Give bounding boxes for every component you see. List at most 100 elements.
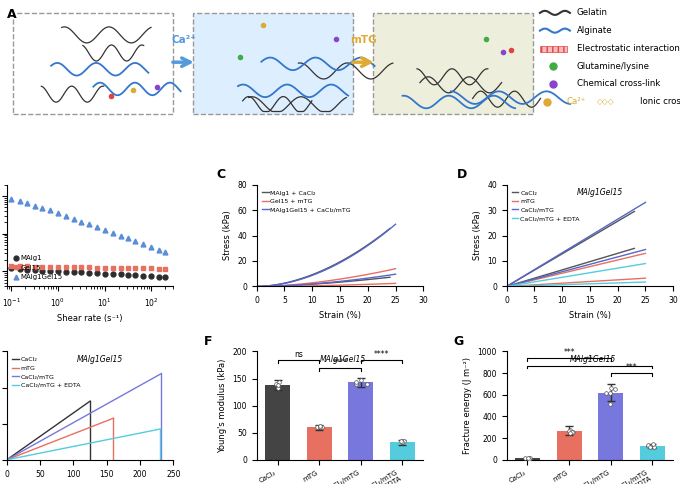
Bar xyxy=(390,442,415,460)
MAlg1Gel15 xyxy=(131,238,139,244)
MAlg1Gel15 xyxy=(85,221,93,227)
MAlg1 xyxy=(16,266,24,272)
Gel15 xyxy=(147,266,155,272)
X-axis label: Strain (%): Strain (%) xyxy=(319,311,361,320)
Text: D: D xyxy=(457,168,467,182)
Gel15 xyxy=(92,265,101,271)
Point xyxy=(361,380,372,388)
Point xyxy=(523,454,534,462)
Bar xyxy=(348,382,373,460)
MAlg1 xyxy=(116,272,124,277)
Point xyxy=(564,426,575,434)
Point xyxy=(600,390,611,397)
MAlg1Gel15 xyxy=(46,207,54,213)
Point xyxy=(605,389,616,397)
Text: ****: **** xyxy=(333,358,347,367)
FancyBboxPatch shape xyxy=(14,13,173,114)
MAlg1Gel15 xyxy=(161,249,169,255)
Point xyxy=(648,440,659,448)
Point xyxy=(396,437,407,445)
Text: A: A xyxy=(7,8,16,21)
Point xyxy=(356,376,367,384)
MAlg1 xyxy=(85,270,93,276)
Text: Ca²⁺: Ca²⁺ xyxy=(171,35,196,45)
MAlg1 xyxy=(139,272,148,278)
MAlg1Gel15 xyxy=(109,230,117,236)
Y-axis label: Young's modulus (kPa): Young's modulus (kPa) xyxy=(218,359,227,453)
Text: mTG: mTG xyxy=(350,35,377,45)
Legend: MAlg1 + CaCl₂, Gel15 + mTG, MAlg1Gel15 + CaCl₂/mTG: MAlg1 + CaCl₂, Gel15 + mTG, MAlg1Gel15 +… xyxy=(260,188,354,215)
X-axis label: Strain (%): Strain (%) xyxy=(569,311,611,320)
Point xyxy=(523,455,534,463)
Text: ***: *** xyxy=(563,348,575,357)
Point xyxy=(398,437,409,444)
MAlg1 xyxy=(38,268,46,273)
Gel15 xyxy=(16,263,24,269)
MAlg1Gel15 xyxy=(155,247,163,253)
Point xyxy=(315,422,326,430)
Point xyxy=(351,378,362,386)
FancyBboxPatch shape xyxy=(193,13,354,114)
MAlg1Gel15 xyxy=(116,233,124,239)
Point xyxy=(396,439,407,446)
Point xyxy=(273,384,284,392)
Text: G: G xyxy=(454,335,464,348)
Point xyxy=(609,385,620,393)
Gel15 xyxy=(85,264,93,270)
Point xyxy=(644,443,655,451)
Text: Electrostatic interaction: Electrostatic interaction xyxy=(577,44,679,53)
Point xyxy=(524,454,535,462)
Text: Alginate: Alginate xyxy=(577,26,612,35)
Gel15 xyxy=(155,266,163,272)
Y-axis label: Stress (kPa): Stress (kPa) xyxy=(473,211,481,260)
Y-axis label: Fracture energy (J m⁻²): Fracture energy (J m⁻²) xyxy=(463,357,472,454)
Text: Glutamine/lysine: Glutamine/lysine xyxy=(577,61,649,71)
MAlg1Gel15 xyxy=(124,236,132,242)
MAlg1Gel15 xyxy=(7,196,16,201)
Text: Chemical cross-link: Chemical cross-link xyxy=(577,79,660,89)
Gel15 xyxy=(62,264,70,270)
Text: ****: **** xyxy=(374,350,390,359)
Point xyxy=(643,441,654,449)
Gel15 xyxy=(116,265,124,271)
MAlg1 xyxy=(161,274,169,280)
Bar xyxy=(307,427,332,460)
Gel15 xyxy=(31,264,39,270)
MAlg1Gel15 xyxy=(23,200,31,206)
Bar xyxy=(640,446,665,460)
MAlg1Gel15 xyxy=(16,198,24,204)
MAlg1Gel15 xyxy=(92,224,101,230)
MAlg1Gel15 xyxy=(147,244,155,250)
Point xyxy=(564,427,575,435)
Gel15 xyxy=(70,264,78,270)
Point xyxy=(270,379,281,387)
Line: MAlg1: MAlg1 xyxy=(9,266,168,280)
MAlg1 xyxy=(70,269,78,275)
MAlg1 xyxy=(147,273,155,279)
Gel15 xyxy=(46,264,54,270)
Point xyxy=(396,438,407,445)
Gel15 xyxy=(54,264,62,270)
Gel15 xyxy=(101,265,109,271)
Gel15 xyxy=(131,265,139,271)
Gel15 xyxy=(78,264,86,270)
Point xyxy=(314,423,325,431)
Text: C: C xyxy=(217,168,226,182)
Line: Gel15: Gel15 xyxy=(9,263,168,271)
Text: MAlg1Gel15: MAlg1Gel15 xyxy=(570,355,616,363)
Text: **: ** xyxy=(586,356,594,364)
Line: MAlg1Gel15: MAlg1Gel15 xyxy=(9,196,168,255)
MAlg1 xyxy=(23,267,31,273)
Text: F: F xyxy=(203,335,212,348)
Gel15 xyxy=(109,265,117,271)
Gel15 xyxy=(124,265,132,271)
Point xyxy=(524,454,534,462)
Text: MAlg1Gel15: MAlg1Gel15 xyxy=(577,188,623,197)
Y-axis label: Stress (kPa): Stress (kPa) xyxy=(222,211,232,260)
MAlg1Gel15 xyxy=(38,205,46,211)
Text: ◇◇◇: ◇◇◇ xyxy=(596,97,614,106)
Point xyxy=(605,400,616,408)
MAlg1Gel15 xyxy=(139,241,148,247)
Point xyxy=(606,384,617,392)
MAlg1 xyxy=(131,272,139,278)
